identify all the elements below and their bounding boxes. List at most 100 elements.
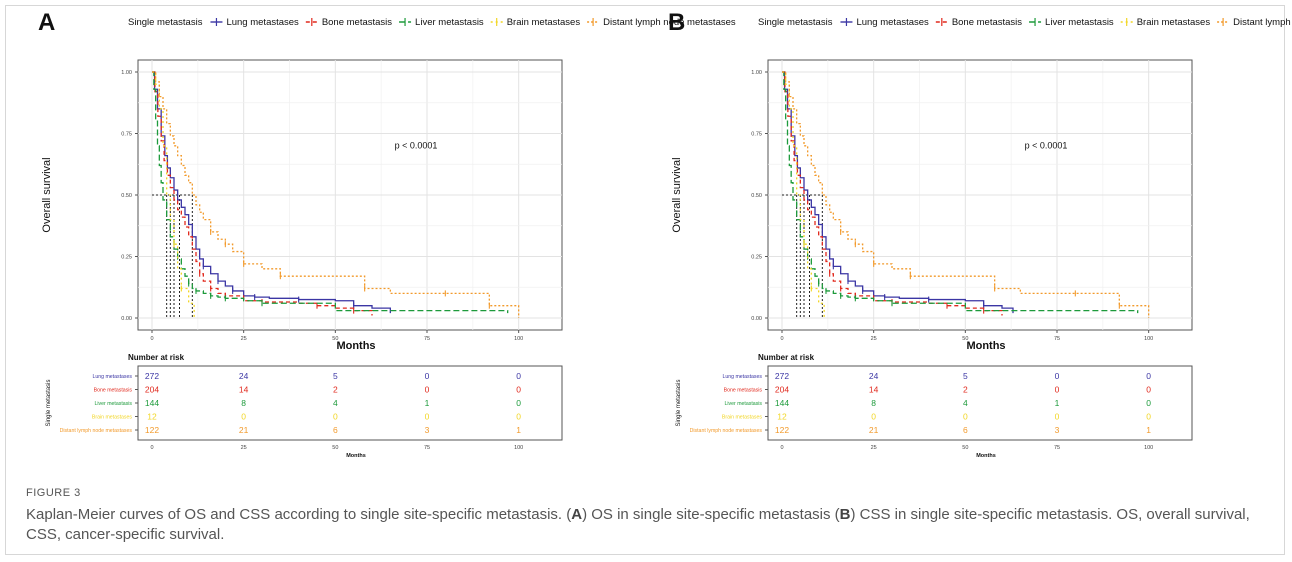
caption-text-1: Kaplan-Meier curves of OS and CSS accord… [26, 506, 572, 523]
risk-x-tick-label: 0 [780, 445, 783, 451]
risk-value: 6 [333, 425, 338, 435]
risk-value: 144 [775, 398, 789, 408]
risk-table-row: Distant lymph node metastases 122 21 6 3 1 [60, 425, 522, 435]
kaplan-meier-figure: A Single metastasis Lung metastases Bone me… [38, 9, 1292, 459]
risk-table-title: Number at risk [758, 353, 815, 362]
caption-panel-a-ref: A [571, 506, 583, 523]
risk-value: 0 [516, 412, 521, 422]
risk-value: 0 [963, 412, 968, 422]
risk-value: 4 [333, 398, 338, 408]
risk-x-tick-label: 100 [1144, 445, 1153, 451]
x-tick-label: 0 [150, 336, 153, 342]
x-tick-label: 50 [332, 336, 338, 342]
risk-x-tick-label: 25 [241, 445, 247, 451]
risk-value: 14 [869, 385, 879, 395]
risk-value: 0 [516, 398, 521, 408]
x-tick-label: 100 [514, 336, 523, 342]
risk-value: 5 [963, 371, 968, 381]
risk-value: 1 [516, 425, 521, 435]
risk-value: 6 [963, 425, 968, 435]
legend-label: Bone metastasis [322, 17, 392, 28]
risk-x-tick-label: 75 [1054, 445, 1060, 451]
censor-marks [818, 280, 893, 307]
panel-a: A Single metastasis Lung metastases Bone me… [38, 9, 736, 459]
y-tick-label: 0.00 [121, 316, 132, 322]
caption-text-2: ) OS in single site-specific metastasis … [582, 506, 840, 523]
legend-item: Distant lymph node metastases [1217, 17, 1292, 28]
panel-letter: A [38, 9, 55, 36]
risk-value: 0 [1146, 398, 1151, 408]
risk-x-tick-label: 0 [150, 445, 153, 451]
risk-value: 0 [425, 371, 430, 381]
risk-row-label: Distant lymph node metastases [690, 428, 763, 434]
x-tick-label: 25 [241, 336, 247, 342]
risk-value: 204 [775, 385, 789, 395]
censor-marks [202, 263, 355, 309]
caption-text-3: ) CSS in single site-specific metastasis… [26, 506, 1250, 543]
censor-marks [210, 228, 490, 309]
risk-x-tick-label: 75 [424, 445, 430, 451]
risk-value: 0 [1055, 385, 1060, 395]
gridlines [138, 60, 562, 330]
risk-value: 0 [241, 412, 246, 422]
risk-value: 21 [869, 425, 879, 435]
panel-b: B Single metastasis Lung metastases Bone me… [668, 9, 1292, 459]
legend-item: Brain metastases [490, 17, 581, 28]
risk-x-tick-label: 25 [871, 445, 877, 451]
censor-marks [840, 228, 1120, 309]
y-tick-label: 0.25 [751, 255, 762, 261]
x-axis-label: Months [966, 340, 1005, 352]
legend-label: Lung metastases [226, 17, 299, 28]
risk-value: 1 [1146, 425, 1151, 435]
risk-table-panel [137, 365, 563, 441]
y-tick-label: 0.50 [751, 193, 762, 199]
risk-row-label: Bone metastasis [724, 388, 763, 394]
risk-value: 3 [1055, 425, 1060, 435]
figure-frame [5, 5, 1285, 555]
figure-caption: Kaplan-Meier curves of OS and CSS accord… [26, 505, 1266, 545]
gridlines [768, 60, 1192, 330]
risk-value: 0 [516, 385, 521, 395]
risk-row-label: Lung metastases [92, 374, 132, 380]
y-axis-label: Overall survival [41, 157, 53, 232]
legend-label: Distant lymph node metastases [603, 17, 736, 28]
risk-x-axis-label: Months [346, 453, 366, 459]
legend-item: Liver metastasis [399, 17, 484, 28]
risk-table-row: Brain metastases 12 0 0 0 0 [92, 412, 521, 422]
risk-value: 8 [871, 398, 876, 408]
y-tick-label: 0.00 [751, 316, 762, 322]
risk-value: 24 [239, 371, 249, 381]
risk-value: 0 [1055, 371, 1060, 381]
legend-title: Single metastasis [128, 17, 203, 28]
risk-value: 0 [1146, 385, 1151, 395]
risk-x-tick-label: 100 [514, 445, 523, 451]
risk-value: 144 [145, 398, 159, 408]
risk-table-panel [767, 365, 1193, 441]
risk-value: 204 [145, 385, 159, 395]
panel-letter: B [668, 9, 685, 36]
risk-value: 0 [1146, 412, 1151, 422]
legend-label: Bone metastasis [952, 17, 1022, 28]
risk-x-axis-label: Months [976, 453, 996, 459]
series-line [152, 71, 509, 314]
legend-item: Liver metastasis [1029, 17, 1114, 28]
censor-marks [188, 280, 263, 307]
risk-x-tick-label: 50 [962, 445, 968, 451]
risk-row-label: Liver metastasis [95, 401, 133, 407]
x-axis-label: Months [336, 340, 375, 352]
legend-label: Liver metastasis [1045, 17, 1114, 28]
risk-table-row: Bone metastasis 204 14 2 0 0 [94, 385, 522, 395]
risk-table-row: Lung metastases 272 24 5 0 0 [722, 371, 1151, 381]
censor-marks [173, 241, 182, 292]
risk-value: 4 [963, 398, 968, 408]
series-line [782, 71, 1139, 314]
p-value-annotation: p < 0.0001 [1025, 140, 1068, 150]
risk-value: 2 [963, 385, 968, 395]
series-line [782, 71, 1150, 318]
legend-label: Brain metastases [507, 17, 581, 28]
risk-value: 0 [1146, 371, 1151, 381]
y-tick-label: 1.00 [121, 70, 132, 76]
x-tick-label: 75 [424, 336, 430, 342]
risk-value: 21 [239, 425, 249, 435]
series-line [152, 71, 520, 318]
